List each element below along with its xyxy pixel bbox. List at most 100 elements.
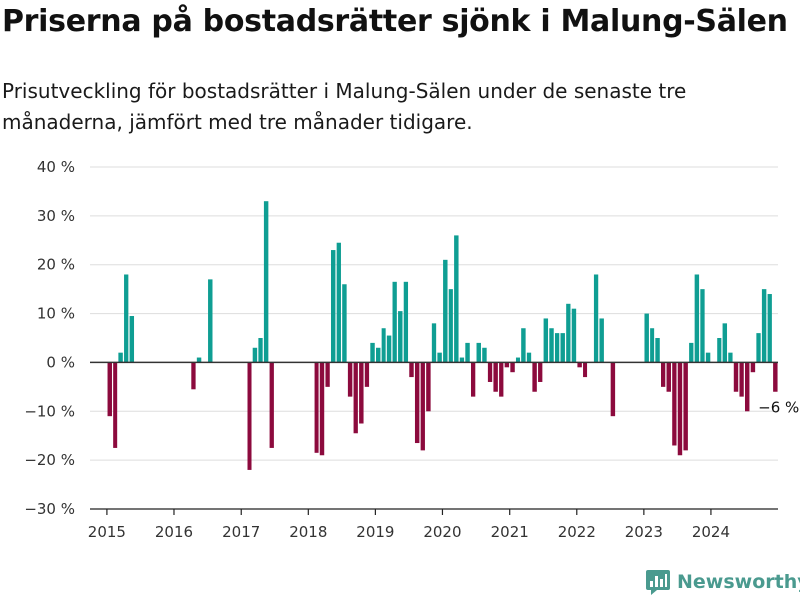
- axes: [90, 361, 778, 515]
- bar: [353, 362, 358, 434]
- bar: [252, 347, 258, 363]
- bar: [482, 347, 487, 363]
- y-tick-label: −20 %: [24, 451, 75, 469]
- bar: [610, 362, 616, 417]
- bar: [409, 362, 414, 378]
- y-axis-labels: 40 % 30 % 20 % 10 % 0 % −10 % −20 % −30 %: [24, 158, 75, 518]
- bar: [129, 316, 135, 363]
- bar: [733, 362, 739, 392]
- x-tick-label: 2021: [491, 523, 529, 541]
- bar: [398, 311, 403, 363]
- bar: [700, 289, 705, 363]
- bar: [521, 328, 526, 363]
- bar: [487, 362, 493, 382]
- bar: [208, 279, 213, 363]
- bar: [403, 281, 409, 363]
- bar: [437, 352, 442, 363]
- bars: [107, 201, 778, 470]
- bar: [515, 357, 520, 363]
- bar: [470, 362, 476, 397]
- x-tick-label: 2020: [423, 523, 461, 541]
- bar: [258, 338, 263, 363]
- y-tick-label: 40 %: [37, 158, 75, 176]
- bar: [319, 362, 325, 456]
- bar: [767, 294, 772, 363]
- bar: [722, 323, 728, 363]
- bar: [247, 362, 252, 470]
- bar: [113, 362, 118, 448]
- bar: [426, 362, 431, 412]
- bar: [644, 313, 649, 363]
- bar: [560, 333, 565, 363]
- bar: [118, 352, 123, 363]
- y-tick-label: 10 %: [37, 305, 75, 323]
- bar: [107, 362, 112, 417]
- bar: [650, 328, 655, 363]
- bar: [728, 352, 733, 363]
- bar: [196, 357, 202, 363]
- bar: [705, 352, 711, 363]
- bar: [314, 362, 319, 453]
- x-tick-label: 2017: [222, 523, 260, 541]
- gridlines: [90, 166, 778, 510]
- bar: [465, 342, 470, 363]
- bar: [660, 362, 666, 387]
- bar: [342, 284, 347, 363]
- x-tick-label: 2019: [356, 523, 394, 541]
- bar: [191, 362, 196, 390]
- x-tick-label: 2016: [155, 523, 193, 541]
- bar: [683, 362, 688, 451]
- bar: [364, 362, 370, 387]
- bar-chart-logo-icon: [646, 570, 670, 595]
- bar: [124, 274, 129, 363]
- bar: [493, 362, 498, 392]
- bar: [689, 342, 694, 363]
- bar: [476, 342, 481, 363]
- x-tick-label: 2015: [88, 523, 126, 541]
- bar: [739, 362, 744, 397]
- bar: [549, 328, 554, 363]
- bar: [577, 362, 582, 368]
- bar: [269, 362, 274, 448]
- bar: [543, 318, 549, 363]
- bar: [744, 362, 750, 412]
- bar: [666, 362, 671, 392]
- x-tick-label: 2024: [692, 523, 730, 541]
- x-tick-label: 2018: [289, 523, 327, 541]
- bar: [325, 362, 330, 387]
- bar: [448, 289, 453, 363]
- bar: [672, 362, 677, 446]
- x-axis-labels: 2015 2016 2017 2018 2019 2020 2021 2022 2023 2024: [88, 523, 730, 541]
- bar: [566, 303, 571, 363]
- bar: [677, 362, 683, 456]
- x-tick-label: 2022: [558, 523, 596, 541]
- chart-subtitle: Prisutveckling för bostadsrätter i Malun…: [2, 79, 687, 134]
- x-tick-label: 2023: [625, 523, 663, 541]
- bar: [538, 362, 543, 382]
- bar: [750, 362, 756, 373]
- y-tick-label: 20 %: [37, 256, 75, 274]
- bar: [459, 357, 465, 363]
- bar: [347, 362, 353, 397]
- bar: [571, 308, 577, 363]
- bar: [526, 352, 532, 363]
- bar: [370, 342, 375, 363]
- bar: [499, 362, 504, 397]
- bar: [454, 235, 459, 363]
- bar: [510, 362, 515, 373]
- brand-name: Newsworthy: [677, 571, 800, 593]
- bar: [381, 328, 386, 363]
- newsworthy-logo: Newsworthy: [645, 568, 800, 596]
- bar: [756, 333, 761, 363]
- y-tick-label: −30 %: [24, 500, 75, 518]
- bar: [414, 362, 420, 444]
- annotations: −6 %: [758, 399, 799, 417]
- y-tick-label: 0 %: [46, 353, 75, 371]
- bar: [443, 259, 448, 363]
- bar: [717, 338, 722, 363]
- bar: [593, 274, 599, 363]
- bar: [336, 242, 341, 363]
- bar: [330, 250, 336, 363]
- bar: [359, 362, 364, 424]
